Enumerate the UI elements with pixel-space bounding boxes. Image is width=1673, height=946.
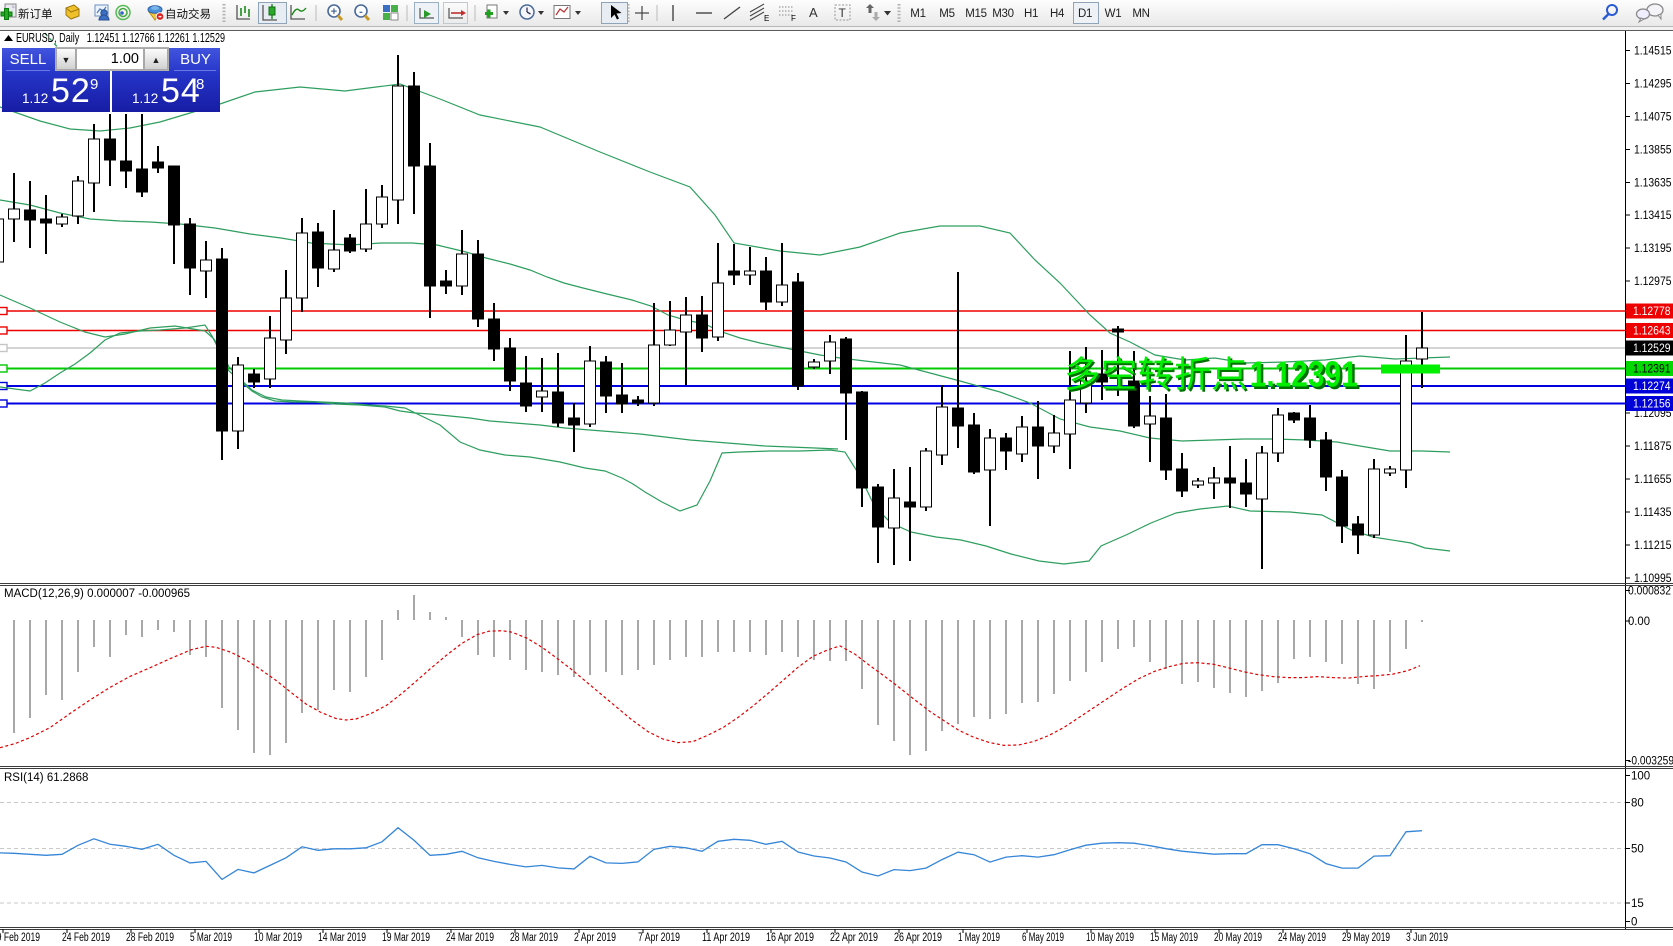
svg-text:MN: MN: [1132, 8, 1149, 20]
svg-text:6 May 2019: 6 May 2019: [1022, 932, 1064, 944]
svg-text:26 Apr 2019: 26 Apr 2019: [894, 932, 942, 944]
svg-text:29 May 2019: 29 May 2019: [1342, 932, 1390, 944]
svg-text:E: E: [764, 14, 769, 23]
svg-text:24 May 2019: 24 May 2019: [1278, 932, 1326, 944]
svg-text:H4: H4: [1050, 8, 1065, 20]
svg-text:1.12274: 1.12274: [1633, 381, 1671, 393]
svg-text:19 Feb 2019: 19 Feb 2019: [0, 932, 40, 944]
svg-text:2 Apr 2019: 2 Apr 2019: [574, 932, 616, 944]
svg-text:RSI(14) 61.2868: RSI(14) 61.2868: [4, 772, 88, 784]
svg-text:-: -: [359, 6, 363, 18]
svg-text:16 Apr 2019: 16 Apr 2019: [766, 932, 814, 944]
svg-text:20 May 2019: 20 May 2019: [1214, 932, 1262, 944]
svg-text:1.13415: 1.13415: [1634, 210, 1672, 222]
svg-text:1.12643: 1.12643: [1633, 326, 1671, 338]
svg-text:50: 50: [1631, 844, 1644, 856]
svg-text:1.14075: 1.14075: [1634, 111, 1672, 123]
svg-text:1.10995: 1.10995: [1634, 573, 1672, 585]
svg-text:1.12975: 1.12975: [1634, 276, 1672, 288]
svg-text:24 Mar 2019: 24 Mar 2019: [446, 932, 494, 944]
svg-text:22 Apr 2019: 22 Apr 2019: [830, 932, 878, 944]
svg-text:+: +: [331, 6, 337, 18]
svg-text:1.12391: 1.12391: [1633, 364, 1671, 376]
svg-text:1.12391: 1.12391: [1250, 354, 1358, 395]
svg-text:1.11655: 1.11655: [1634, 474, 1672, 486]
svg-text:15: 15: [1631, 898, 1644, 910]
svg-text:7 Apr 2019: 7 Apr 2019: [638, 932, 680, 944]
svg-text:1.12391: 1.12391: [1252, 356, 1360, 397]
svg-text:EURUSD, Daily 1.12451 1.1276: EURUSD, Daily 1.12451 1.12766 1.12261 1.…: [16, 31, 225, 45]
svg-text:M1: M1: [910, 8, 925, 20]
svg-text:1.14515: 1.14515: [1634, 45, 1672, 57]
svg-text:14 Mar 2019: 14 Mar 2019: [318, 932, 366, 944]
svg-text:1.14295: 1.14295: [1634, 78, 1672, 90]
svg-text:24 Feb 2019: 24 Feb 2019: [62, 932, 110, 944]
svg-text:F: F: [791, 14, 796, 23]
svg-text:M30: M30: [992, 8, 1013, 20]
svg-text:-0.003259: -0.003259: [1628, 756, 1673, 768]
svg-text:0.00: 0.00: [1628, 616, 1650, 628]
svg-text:19 Mar 2019: 19 Mar 2019: [382, 932, 430, 944]
svg-text:15 May 2019: 15 May 2019: [1150, 932, 1198, 944]
svg-text:MACD(12,26,9) 0.000007 -0.0009: MACD(12,26,9) 0.000007 -0.000965: [4, 588, 190, 600]
svg-text:3 Jun 2019: 3 Jun 2019: [1406, 932, 1448, 944]
svg-text:0: 0: [1631, 917, 1637, 929]
svg-text:1.11215: 1.11215: [1634, 540, 1672, 552]
svg-text:0.000832: 0.000832: [1628, 586, 1671, 598]
svg-text:1.13855: 1.13855: [1634, 144, 1672, 156]
svg-text:W1: W1: [1105, 8, 1122, 20]
svg-text:1.12156: 1.12156: [1633, 399, 1671, 411]
svg-text:T: T: [839, 6, 847, 20]
svg-text:M15: M15: [965, 8, 986, 20]
svg-text:100: 100: [1631, 771, 1650, 783]
svg-text:A: A: [809, 5, 818, 20]
svg-text:28 Mar 2019: 28 Mar 2019: [510, 932, 558, 944]
svg-text:1.13195: 1.13195: [1634, 243, 1672, 255]
svg-text:80: 80: [1631, 798, 1644, 810]
svg-text:D1: D1: [1078, 8, 1092, 20]
svg-text:1.11875: 1.11875: [1634, 441, 1672, 453]
svg-text:M5: M5: [939, 8, 954, 20]
svg-text:H1: H1: [1024, 8, 1038, 20]
svg-text:10 May 2019: 10 May 2019: [1086, 932, 1134, 944]
svg-text:5 Mar 2019: 5 Mar 2019: [190, 932, 232, 944]
svg-text:1 May 2019: 1 May 2019: [958, 932, 1000, 944]
svg-text:1.13635: 1.13635: [1634, 177, 1672, 189]
svg-text:1.12529: 1.12529: [1633, 343, 1671, 355]
svg-text:10 Mar 2019: 10 Mar 2019: [254, 932, 302, 944]
svg-text:1.12778: 1.12778: [1633, 306, 1671, 318]
svg-text:1.11435: 1.11435: [1634, 507, 1672, 519]
svg-text:11 Apr 2019: 11 Apr 2019: [702, 932, 750, 944]
svg-text:28 Feb 2019: 28 Feb 2019: [126, 932, 174, 944]
